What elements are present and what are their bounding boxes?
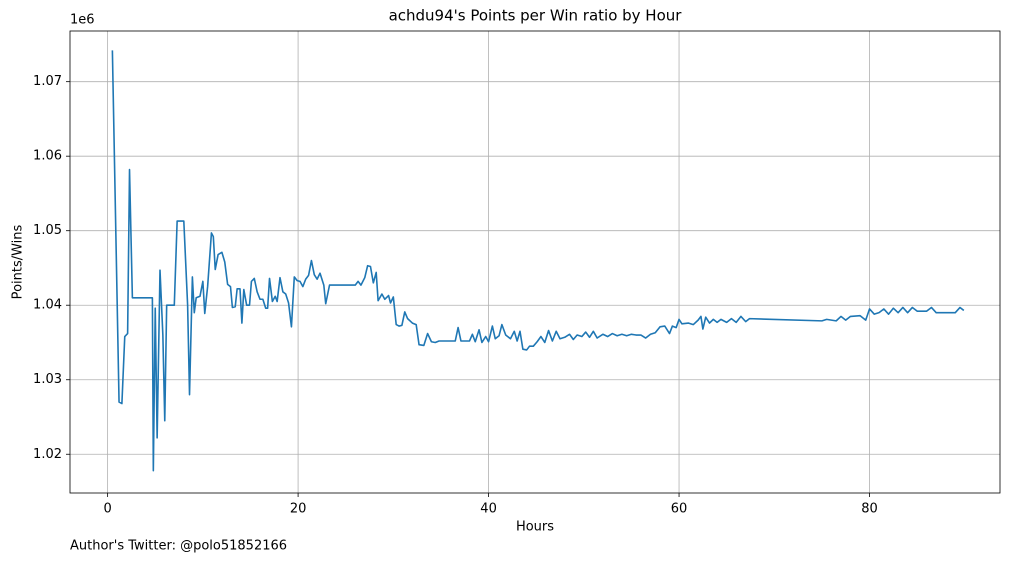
line bbox=[111, 50, 965, 472]
x-tick-label: 60 bbox=[671, 502, 688, 517]
x-tick-label: 0 bbox=[103, 502, 111, 517]
y-tick-label: 1.03 bbox=[33, 372, 62, 387]
x-tick-label: 40 bbox=[480, 502, 497, 517]
y-tick-label: 1.05 bbox=[33, 223, 62, 238]
x-tick-label: 20 bbox=[290, 502, 307, 517]
plot-frame bbox=[69, 30, 1001, 494]
y-tick-label: 1.02 bbox=[33, 447, 62, 462]
y-tick-label: 1.06 bbox=[33, 149, 62, 164]
x-axis-label: Hours bbox=[516, 520, 554, 535]
x-tick-label: 80 bbox=[861, 502, 878, 517]
chart-title: achdu94's Points per Win ratio by Hour bbox=[389, 7, 683, 25]
y-tick-label: 1.07 bbox=[33, 74, 62, 89]
footer: Author's Twitter: @polo51852166 bbox=[70, 539, 287, 554]
y-tick-label: 1.04 bbox=[33, 298, 62, 313]
y-axis-label: Points/Wins bbox=[11, 224, 26, 299]
y-offset-label: 1e6 bbox=[70, 13, 95, 28]
